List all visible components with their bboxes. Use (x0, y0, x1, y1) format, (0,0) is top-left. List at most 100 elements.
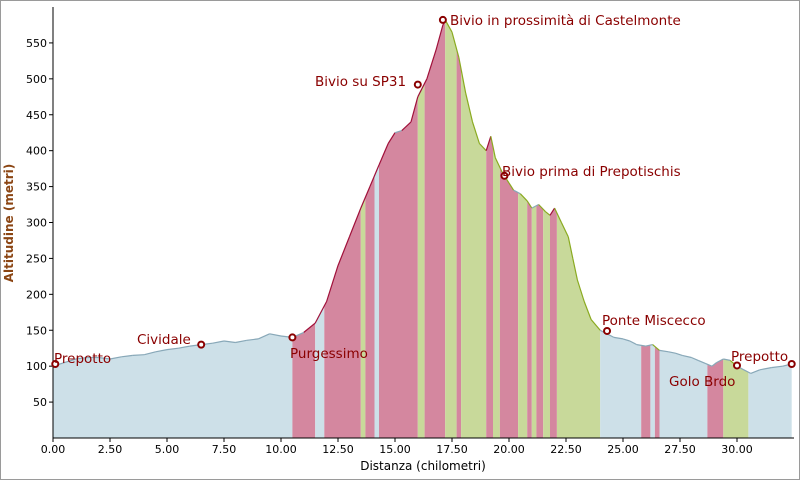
profile-segment (314, 301, 328, 324)
profile-segment (629, 340, 637, 346)
gradient-band-22 (556, 212, 601, 438)
profile-segment (155, 349, 168, 353)
gradient-band-16 (518, 192, 528, 438)
gradient-band-4 (360, 197, 366, 438)
gradient-band-27 (659, 350, 708, 438)
profile-segment (166, 347, 179, 351)
profile-segment (704, 362, 713, 367)
profile-segment (369, 164, 380, 187)
gradient-band-18 (531, 205, 537, 438)
profile-segment (691, 356, 699, 361)
profile-segment (378, 143, 389, 166)
y-tick-label: 350 (26, 181, 47, 194)
profile-segment (98, 356, 111, 360)
profile-segment (682, 354, 692, 359)
y-tick-label: 150 (26, 324, 47, 337)
gradient-band-30 (748, 364, 792, 438)
profile-segment (723, 358, 731, 361)
gradient-band-15 (499, 167, 519, 438)
profile-segment (471, 121, 480, 144)
profile-segment (659, 349, 669, 353)
profile-segment (583, 301, 592, 320)
profile-segment (223, 340, 236, 344)
x-tick-label: 20.00 (493, 443, 525, 456)
waypoint-annotations: Prepotto Cividale Purgessimo Bivio su SP31 B… (51, 13, 796, 390)
profile-segment (394, 130, 402, 134)
x-axis-label: Distanza (chilometri) (360, 459, 486, 473)
x-tick-label: 27.50 (664, 443, 696, 456)
gradient-band-6 (374, 165, 379, 438)
gradient-band-5 (365, 175, 375, 439)
profile-segment (590, 319, 601, 331)
gradient-band-28 (707, 359, 724, 438)
y-tick-label: 100 (26, 360, 47, 373)
waypoint-label: Prepotto (731, 349, 788, 365)
profile-segment (144, 351, 156, 356)
gradient-band-13 (486, 136, 493, 439)
waypoint-marker (603, 326, 612, 335)
waypoint-label: Cividale (137, 332, 191, 348)
x-tick-label: 0.00 (41, 443, 66, 456)
profile-segment (531, 203, 539, 209)
profile-segment (490, 136, 496, 158)
gradient-band-9 (424, 19, 446, 439)
profile-segment (326, 265, 339, 302)
profile-segment (668, 351, 676, 354)
profile-segment (716, 358, 724, 364)
gradient-band-12 (461, 69, 487, 439)
x-tick-label: 7.50 (212, 443, 237, 456)
x-tick-label: 10.00 (265, 443, 297, 456)
waypoint-marker (733, 361, 741, 370)
profile-segment (303, 322, 316, 333)
x-tick-label: 25.00 (607, 443, 639, 456)
waypoint-marker (500, 171, 509, 180)
profile-segment (348, 207, 362, 238)
profile-segment (478, 143, 487, 152)
waypoint-marker (438, 15, 447, 24)
profile-segment (645, 344, 653, 347)
profile-segment (451, 31, 460, 58)
gradient-band-21 (550, 208, 557, 438)
profile-segment (410, 96, 419, 123)
waypoint-label: Prepotto (54, 351, 111, 367)
profile-segment (622, 338, 630, 342)
gradient-band-19 (536, 204, 544, 438)
y-tick-label: 300 (26, 217, 47, 230)
waypoint-marker (51, 360, 60, 369)
profile-segment (560, 222, 569, 238)
y-tick-label: 400 (26, 145, 47, 158)
profile-segment (269, 333, 282, 337)
gradient-band-29 (723, 359, 749, 438)
profile-segment (387, 132, 396, 144)
profile-segment (554, 207, 562, 223)
x-ticks: 0.00 2.50 5.00 7.50 10.00 12.50 15.00 17.50 20.0… (41, 438, 753, 456)
profile-segment (235, 339, 247, 344)
x-tick-label: 30.00 (721, 443, 753, 456)
profile-segment (178, 345, 190, 349)
profile-segment (513, 189, 521, 195)
profile-segment (759, 367, 772, 371)
waypoint-marker (288, 333, 297, 342)
profile-segment (337, 236, 350, 266)
gradient-band-26 (654, 346, 660, 438)
waypoint-marker (197, 340, 206, 349)
profile-segment (417, 78, 428, 98)
y-ticks: 50 100 150 200 250 300 350 400 450 500 550 (26, 37, 53, 409)
gradient-band-3 (324, 208, 361, 438)
x-tick-label: 22.50 (550, 443, 582, 456)
profile-segment (636, 344, 646, 347)
gradient-band-23 (600, 330, 642, 438)
y-tick-label: 550 (26, 37, 47, 50)
gradient-band-1 (292, 323, 316, 438)
profile-segment (212, 340, 225, 344)
x-tick-label: 12.50 (322, 443, 354, 456)
waypoint-label: Ponte Miscecco (602, 313, 706, 329)
x-tick-label: 17.50 (436, 443, 468, 456)
gradient-band-14 (493, 147, 500, 438)
profile-segment (549, 207, 556, 216)
profile-segment (360, 186, 371, 209)
gradient-band-17 (527, 200, 532, 438)
profile-segment (567, 236, 574, 259)
